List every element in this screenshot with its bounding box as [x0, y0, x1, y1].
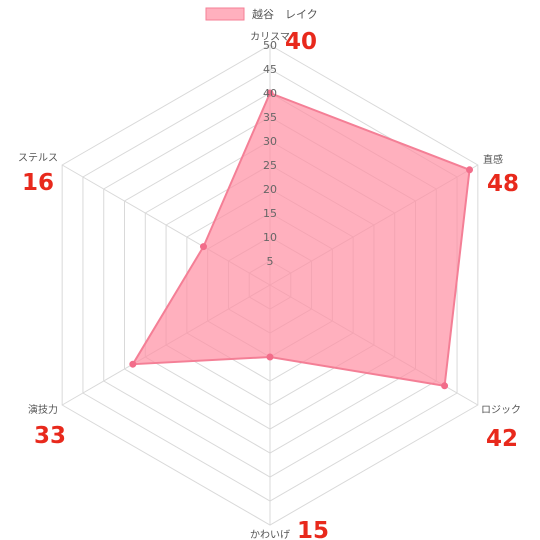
value-label: 48 — [487, 171, 519, 197]
data-point[interactable] — [466, 166, 474, 174]
value-label: 42 — [486, 426, 518, 452]
axis-label: かわいげ — [250, 529, 290, 540]
tick-label: 30 — [263, 135, 277, 148]
axis-label: 演技力 — [28, 403, 58, 416]
value-label: 15 — [297, 518, 329, 540]
series-area — [130, 91, 471, 387]
tick-label: 45 — [263, 63, 277, 76]
axis-label: ステルス — [18, 153, 58, 164]
value-label: 16 — [22, 170, 54, 196]
legend-label[interactable]: 越谷 レイク — [252, 7, 318, 21]
tick-label: 50 — [263, 39, 277, 52]
legend[interactable]: 越谷 レイク — [205, 7, 318, 21]
tick-label: 35 — [263, 111, 277, 124]
tick-label: 40 — [263, 87, 277, 100]
data-point[interactable] — [266, 89, 274, 97]
axis-label: ロジック — [481, 404, 521, 416]
data-point[interactable] — [266, 353, 274, 361]
tick-label: 25 — [263, 159, 277, 172]
radial-ticks: 5 10 15 20 25 30 35 40 45 50 — [263, 39, 277, 268]
value-label: 33 — [34, 423, 66, 449]
axis-label: カリスマ — [250, 31, 290, 43]
data-point[interactable] — [199, 243, 207, 251]
tick-label: 10 — [263, 231, 277, 244]
tick-label: 20 — [263, 183, 277, 196]
tick-label: 5 — [267, 255, 274, 268]
value-label: 40 — [285, 29, 317, 55]
tick-label: 15 — [263, 207, 277, 220]
legend-swatch[interactable] — [205, 7, 245, 21]
data-point[interactable] — [129, 360, 137, 368]
axis-label: 直感 — [483, 153, 503, 166]
series-layer — [129, 89, 474, 390]
data-point[interactable] — [441, 382, 449, 390]
